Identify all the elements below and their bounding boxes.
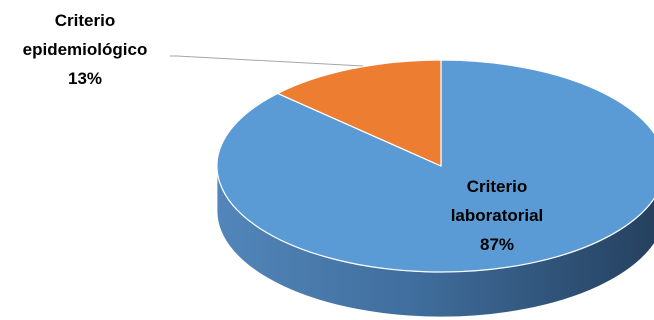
- data-label-laboratorial-2: 87%: [480, 235, 514, 254]
- data-label-epidemiologico-2: 13%: [68, 69, 102, 88]
- data-label-epidemiologico-0: Criterio: [55, 11, 115, 30]
- data-label-laboratorial-0: Criterio: [467, 177, 527, 196]
- data-label-epidemiologico-1: epidemiológico: [23, 40, 148, 59]
- pie-slice-laboratorial: [216, 59, 654, 273]
- data-label-laboratorial-1: laboratorial: [451, 206, 544, 225]
- pie-slice-epidemiologico: [277, 59, 442, 167]
- leader-line-epidemiologico: [170, 55, 364, 67]
